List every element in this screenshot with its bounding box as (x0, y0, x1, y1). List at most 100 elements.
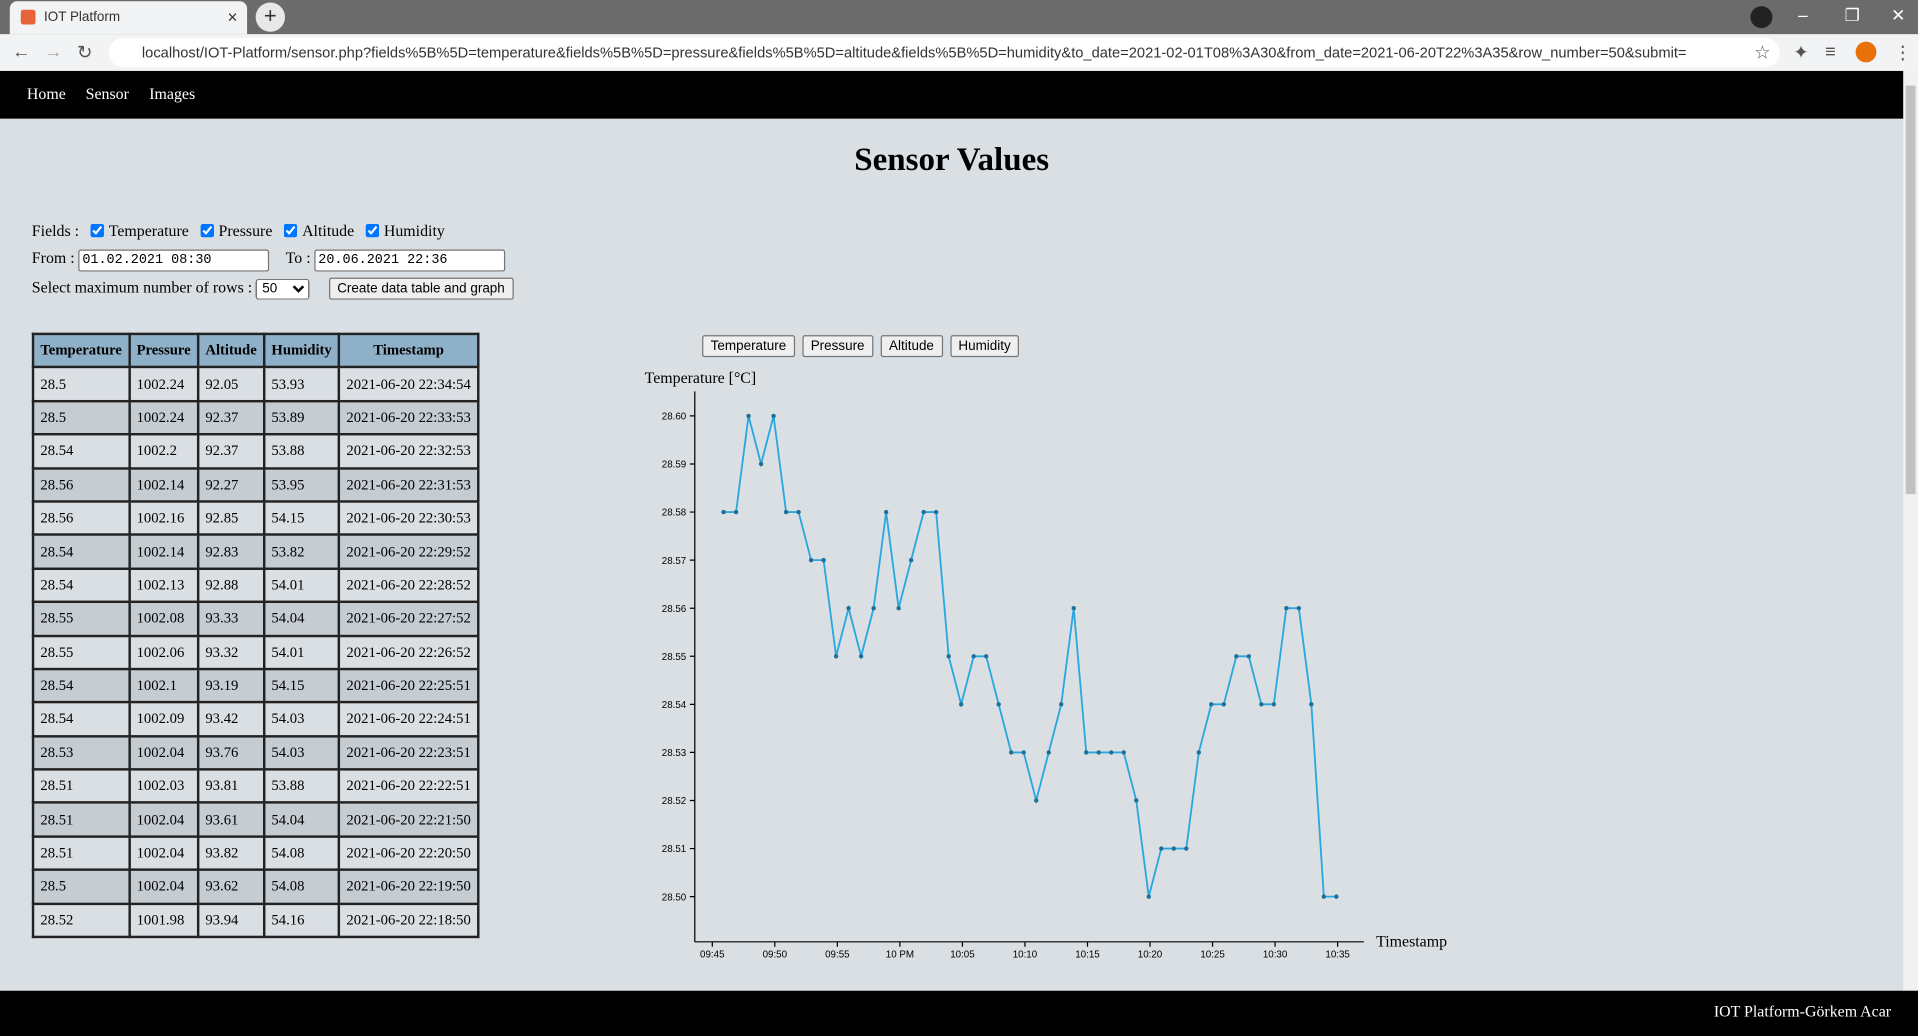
chart-button[interactable]: Pressure (802, 335, 874, 358)
label: Fields : (31, 221, 80, 240)
table-row: 28.5 1002.24 92.05 53.93 2021-06-20 22:34:54 (31, 366, 480, 403)
x-tick-label: 10:30 (1263, 950, 1288, 961)
table-cell: 54.01 (262, 634, 341, 671)
reading-list[interactable]: ≡ (1825, 41, 1836, 63)
point (1134, 798, 1139, 803)
table-cell: 2021-06-20 22:24:51 (337, 701, 480, 738)
table-cell: 93.82 (196, 835, 266, 872)
chart-button[interactable]: Humidity (949, 335, 1020, 358)
chart: Temperature [°C] Timestamp 28.50 28.51 28.… (645, 370, 1447, 961)
point (908, 557, 914, 563)
point (1046, 750, 1051, 755)
table-row: 28.52 1001.98 93.94 54.16 2021-06-20 22:18:5… (31, 902, 480, 939)
point (971, 654, 976, 659)
tab[interactable]: IOT Platform × (9, 1, 248, 35)
table-cell: 1002.03 (128, 768, 200, 805)
point (1259, 702, 1264, 707)
forward[interactable]: → (44, 41, 63, 63)
point (808, 557, 814, 563)
x-tick-label: 10:25 (1200, 950, 1225, 961)
checkbox[interactable] (200, 223, 214, 238)
submit-button[interactable]: Create data table and graph (328, 277, 514, 300)
chart-button[interactable]: Altitude (880, 335, 943, 358)
reload[interactable]: ↻ (77, 42, 93, 64)
back[interactable]: ← (12, 41, 31, 63)
address-bar[interactable]: localhost/IOT-Platform/sensor.php?fields… (108, 37, 1780, 68)
url: localhost/IOT-Platform/sensor.php?fields… (141, 44, 1687, 62)
checkbox[interactable] (283, 223, 298, 238)
data-table: Temperature Pressure Altitude Humidity Times… (31, 332, 480, 939)
table-cell: 54.04 (262, 801, 341, 838)
table-cell: 2021-06-20 22:34:54 (337, 366, 480, 403)
point (1084, 750, 1089, 755)
point (1184, 846, 1189, 851)
table-cell: 2021-06-20 22:23:51 (337, 734, 480, 771)
checkbox[interactable] (365, 223, 379, 238)
table-cell: 53.82 (262, 533, 341, 570)
label: To : (285, 248, 311, 267)
table-cell: 92.85 (196, 500, 266, 537)
to-date[interactable] (314, 249, 506, 272)
bookmark[interactable]: ☆ (1754, 42, 1771, 64)
table-cell: 93.94 (196, 902, 266, 939)
minimize[interactable]: – (1798, 4, 1808, 25)
point (1209, 702, 1214, 707)
point (933, 509, 939, 515)
table-cell: 2021-06-20 22:30:53 (337, 500, 480, 537)
table-cell: 1002.1 (128, 667, 200, 704)
point (1021, 750, 1026, 755)
restore[interactable]: ❐ (1844, 4, 1860, 25)
menu[interactable]: ⋮ (1893, 42, 1912, 64)
table-cell: 54.03 (262, 701, 341, 738)
point (846, 606, 851, 611)
row-select[interactable]: 50 (256, 278, 310, 300)
y-tick-label: 28.51 (662, 844, 686, 855)
x-axis-label: Timestamp (1376, 934, 1447, 951)
table-cell: 54.16 (262, 902, 341, 939)
table-cell: 93.19 (196, 667, 266, 704)
table-cell: 93.81 (196, 768, 266, 805)
point (958, 702, 964, 707)
chart-button[interactable]: Temperature (702, 335, 795, 358)
table-row: 28.56 1002.14 92.27 53.95 2021-06-20 22:31:5… (31, 466, 480, 503)
table-cell: 53.95 (262, 466, 341, 503)
from-date[interactable] (78, 249, 270, 272)
nav-link[interactable]: Sensor (85, 84, 129, 103)
scrollbar[interactable] (1903, 70, 1918, 991)
close[interactable]: ✕ (1891, 4, 1906, 25)
table-cell: 92.88 (196, 567, 266, 604)
table-cell: 93.32 (196, 634, 266, 671)
y-tick-label: 28.58 (662, 508, 686, 519)
table-cell: 28.54 (31, 433, 131, 470)
table-cell: 2021-06-20 22:21:50 (337, 801, 480, 838)
table-row: 28.51 1002.04 93.61 54.04 2021-06-20 22:21:5… (31, 801, 480, 838)
nav-link[interactable]: Home (26, 84, 66, 103)
y-tick-label: 28.50 (662, 892, 687, 903)
table-cell: 1002.24 (128, 399, 200, 436)
table-cell: 53.88 (262, 768, 341, 805)
profile[interactable] (1855, 41, 1877, 63)
table-row: 28.51 1002.04 93.82 54.08 2021-06-20 22:20:5… (31, 835, 480, 872)
table-row: 28.54 1002.09 93.42 54.03 2021-06-20 22:24:5… (31, 701, 480, 738)
table-cell: 28.55 (31, 634, 131, 671)
table-cell: 92.37 (196, 399, 266, 436)
new-tab-button[interactable]: + (255, 2, 286, 32)
extensions[interactable]: ✦ (1793, 42, 1809, 64)
table-cell: 1002.04 (128, 835, 200, 872)
checkbox[interactable] (90, 223, 104, 238)
point (1171, 846, 1176, 851)
nav-link[interactable]: Images (149, 84, 196, 103)
x-tick-label: 09:45 (700, 950, 725, 961)
point (883, 509, 889, 515)
table-cell: 1002.14 (128, 466, 200, 503)
point (871, 606, 876, 611)
table-row: 28.54 1002.14 92.83 53.82 2021-06-20 22:29:5… (31, 533, 480, 570)
x-tick-label: 09:50 (763, 950, 788, 961)
table-cell: 2021-06-20 22:22:51 (337, 768, 480, 805)
point (983, 654, 989, 659)
point (1221, 702, 1227, 707)
page-title: Sensor Values (854, 140, 1050, 178)
table-cell: 2021-06-20 22:18:50 (337, 902, 480, 939)
table-row: 28.51 1002.03 93.81 53.88 2021-06-20 22:22:5… (31, 768, 480, 805)
